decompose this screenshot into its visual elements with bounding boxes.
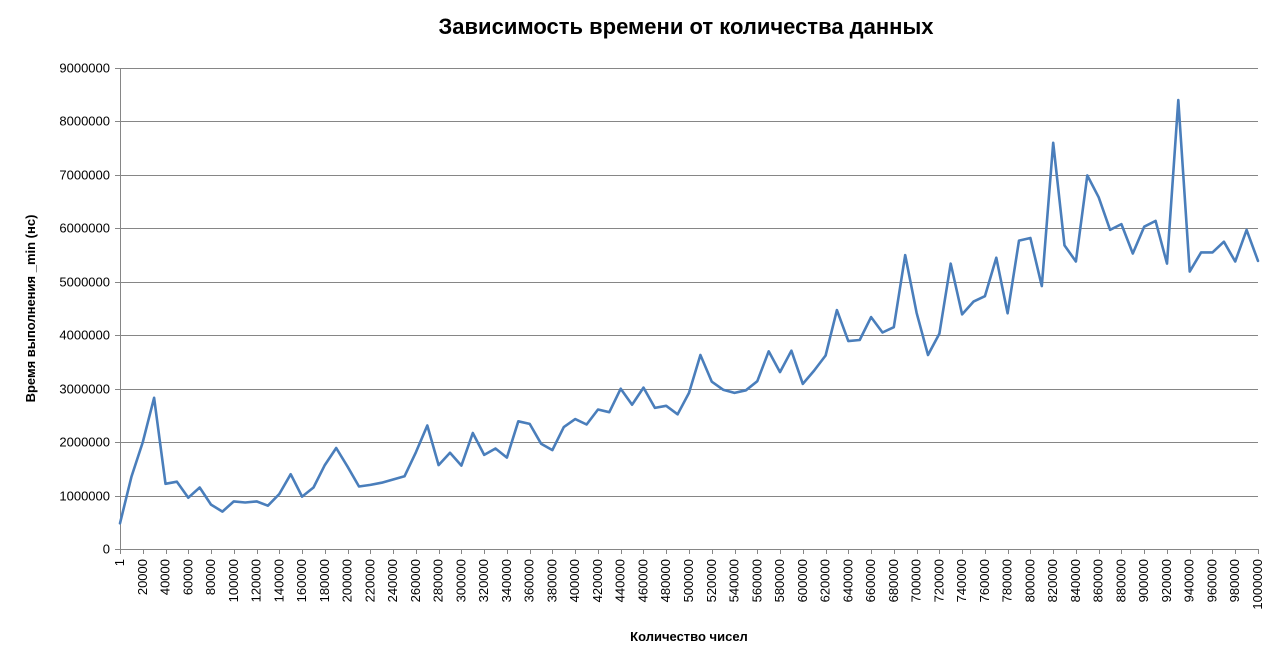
x-tick-label-24: 480000 (658, 559, 673, 602)
x-tick-label-37: 740000 (954, 559, 969, 602)
x-tick-label-44: 880000 (1113, 559, 1128, 602)
x-tick-label-30: 600000 (795, 559, 810, 602)
x-tick-label-28: 560000 (749, 559, 764, 602)
y-tick-label-9: 9000000 (59, 61, 110, 76)
y-tick-label-5: 5000000 (59, 275, 110, 290)
x-tick-label-33: 660000 (863, 559, 878, 602)
x-tick-label-8: 160000 (294, 559, 309, 602)
x-tick-label-15: 300000 (453, 559, 468, 602)
x-tick-label-26: 520000 (704, 559, 719, 602)
x-tick-label-25: 500000 (681, 559, 696, 602)
x-tick-label-5: 100000 (226, 559, 241, 602)
x-tick-label-48: 960000 (1204, 559, 1219, 602)
series-line (118, 98, 1260, 525)
x-tick-label-12: 240000 (385, 559, 400, 602)
x-tick-label-47: 940000 (1182, 559, 1197, 602)
x-tick-label-3: 60000 (180, 559, 195, 595)
x-tick-label-11: 220000 (362, 559, 377, 602)
x-tick-label-16: 320000 (476, 559, 491, 602)
y-tick-label-2: 2000000 (59, 435, 110, 450)
x-tick-label-21: 420000 (590, 559, 605, 602)
y-tick-label-6: 6000000 (59, 221, 110, 236)
x-tick-label-39: 780000 (1000, 559, 1015, 602)
chart-title: Зависимость времени от количества данных (438, 14, 934, 39)
y-tick-label-4: 4000000 (59, 328, 110, 343)
x-tick-label-27: 540000 (727, 559, 742, 602)
y-tick-label-0: 0 (103, 542, 110, 557)
y-tick-label-3: 3000000 (59, 382, 110, 397)
x-tick-label-50: 1000000 (1250, 559, 1265, 610)
x-tick-label-32: 640000 (840, 559, 855, 602)
x-tick-label-10: 200000 (340, 559, 355, 602)
x-tick-label-6: 120000 (249, 559, 264, 602)
x-tick-label-38: 760000 (977, 559, 992, 602)
x-tick-label-45: 900000 (1136, 559, 1151, 602)
x-tick-label-43: 860000 (1091, 559, 1106, 602)
x-tick-label-35: 700000 (909, 559, 924, 602)
x-tick-label-17: 340000 (499, 559, 514, 602)
x-tick-label-40: 800000 (1022, 559, 1037, 602)
x-tick-label-7: 140000 (271, 559, 286, 602)
y-axis-title: Время выполнения _min (нс) (23, 215, 38, 403)
x-tick-label-41: 820000 (1045, 559, 1060, 602)
x-tick-label-2: 40000 (158, 559, 173, 595)
x-tick-label-4: 80000 (203, 559, 218, 595)
x-tick-label-31: 620000 (818, 559, 833, 602)
x-tick-label-34: 680000 (886, 559, 901, 602)
x-tick-label-29: 580000 (772, 559, 787, 602)
x-tick-label-9: 180000 (317, 559, 332, 602)
y-tick-label-8: 8000000 (59, 114, 110, 129)
y-tick-label-1: 1000000 (59, 489, 110, 504)
x-tick-label-1: 20000 (135, 559, 150, 595)
x-tick-label-22: 440000 (613, 559, 628, 602)
x-axis-title: Количество чисел (630, 629, 748, 644)
x-tick-label-20: 400000 (567, 559, 582, 602)
x-tick-label-13: 260000 (408, 559, 423, 602)
x-tick-label-19: 380000 (544, 559, 559, 602)
x-tick-label-46: 920000 (1159, 559, 1174, 602)
y-tick-label-7: 7000000 (59, 168, 110, 183)
x-tick-label-36: 720000 (931, 559, 946, 602)
x-tick-label-18: 360000 (522, 559, 537, 602)
x-tick-label-0: 1 (112, 559, 127, 566)
x-tick-label-23: 460000 (635, 559, 650, 602)
x-tick-label-14: 280000 (431, 559, 446, 602)
x-tick-label-49: 980000 (1227, 559, 1242, 602)
x-tick-label-42: 840000 (1068, 559, 1083, 602)
